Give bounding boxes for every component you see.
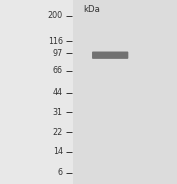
Text: 44: 44 (53, 89, 63, 97)
Text: 22: 22 (53, 128, 63, 137)
Text: 116: 116 (48, 37, 63, 46)
Bar (73, 0, 177, 184)
Text: 14: 14 (53, 147, 63, 156)
Text: 6: 6 (58, 169, 63, 177)
Text: 200: 200 (48, 11, 63, 20)
FancyBboxPatch shape (92, 52, 128, 59)
Text: 66: 66 (53, 66, 63, 75)
Text: 31: 31 (53, 108, 63, 117)
Text: kDa: kDa (83, 5, 100, 14)
Text: 97: 97 (53, 49, 63, 58)
